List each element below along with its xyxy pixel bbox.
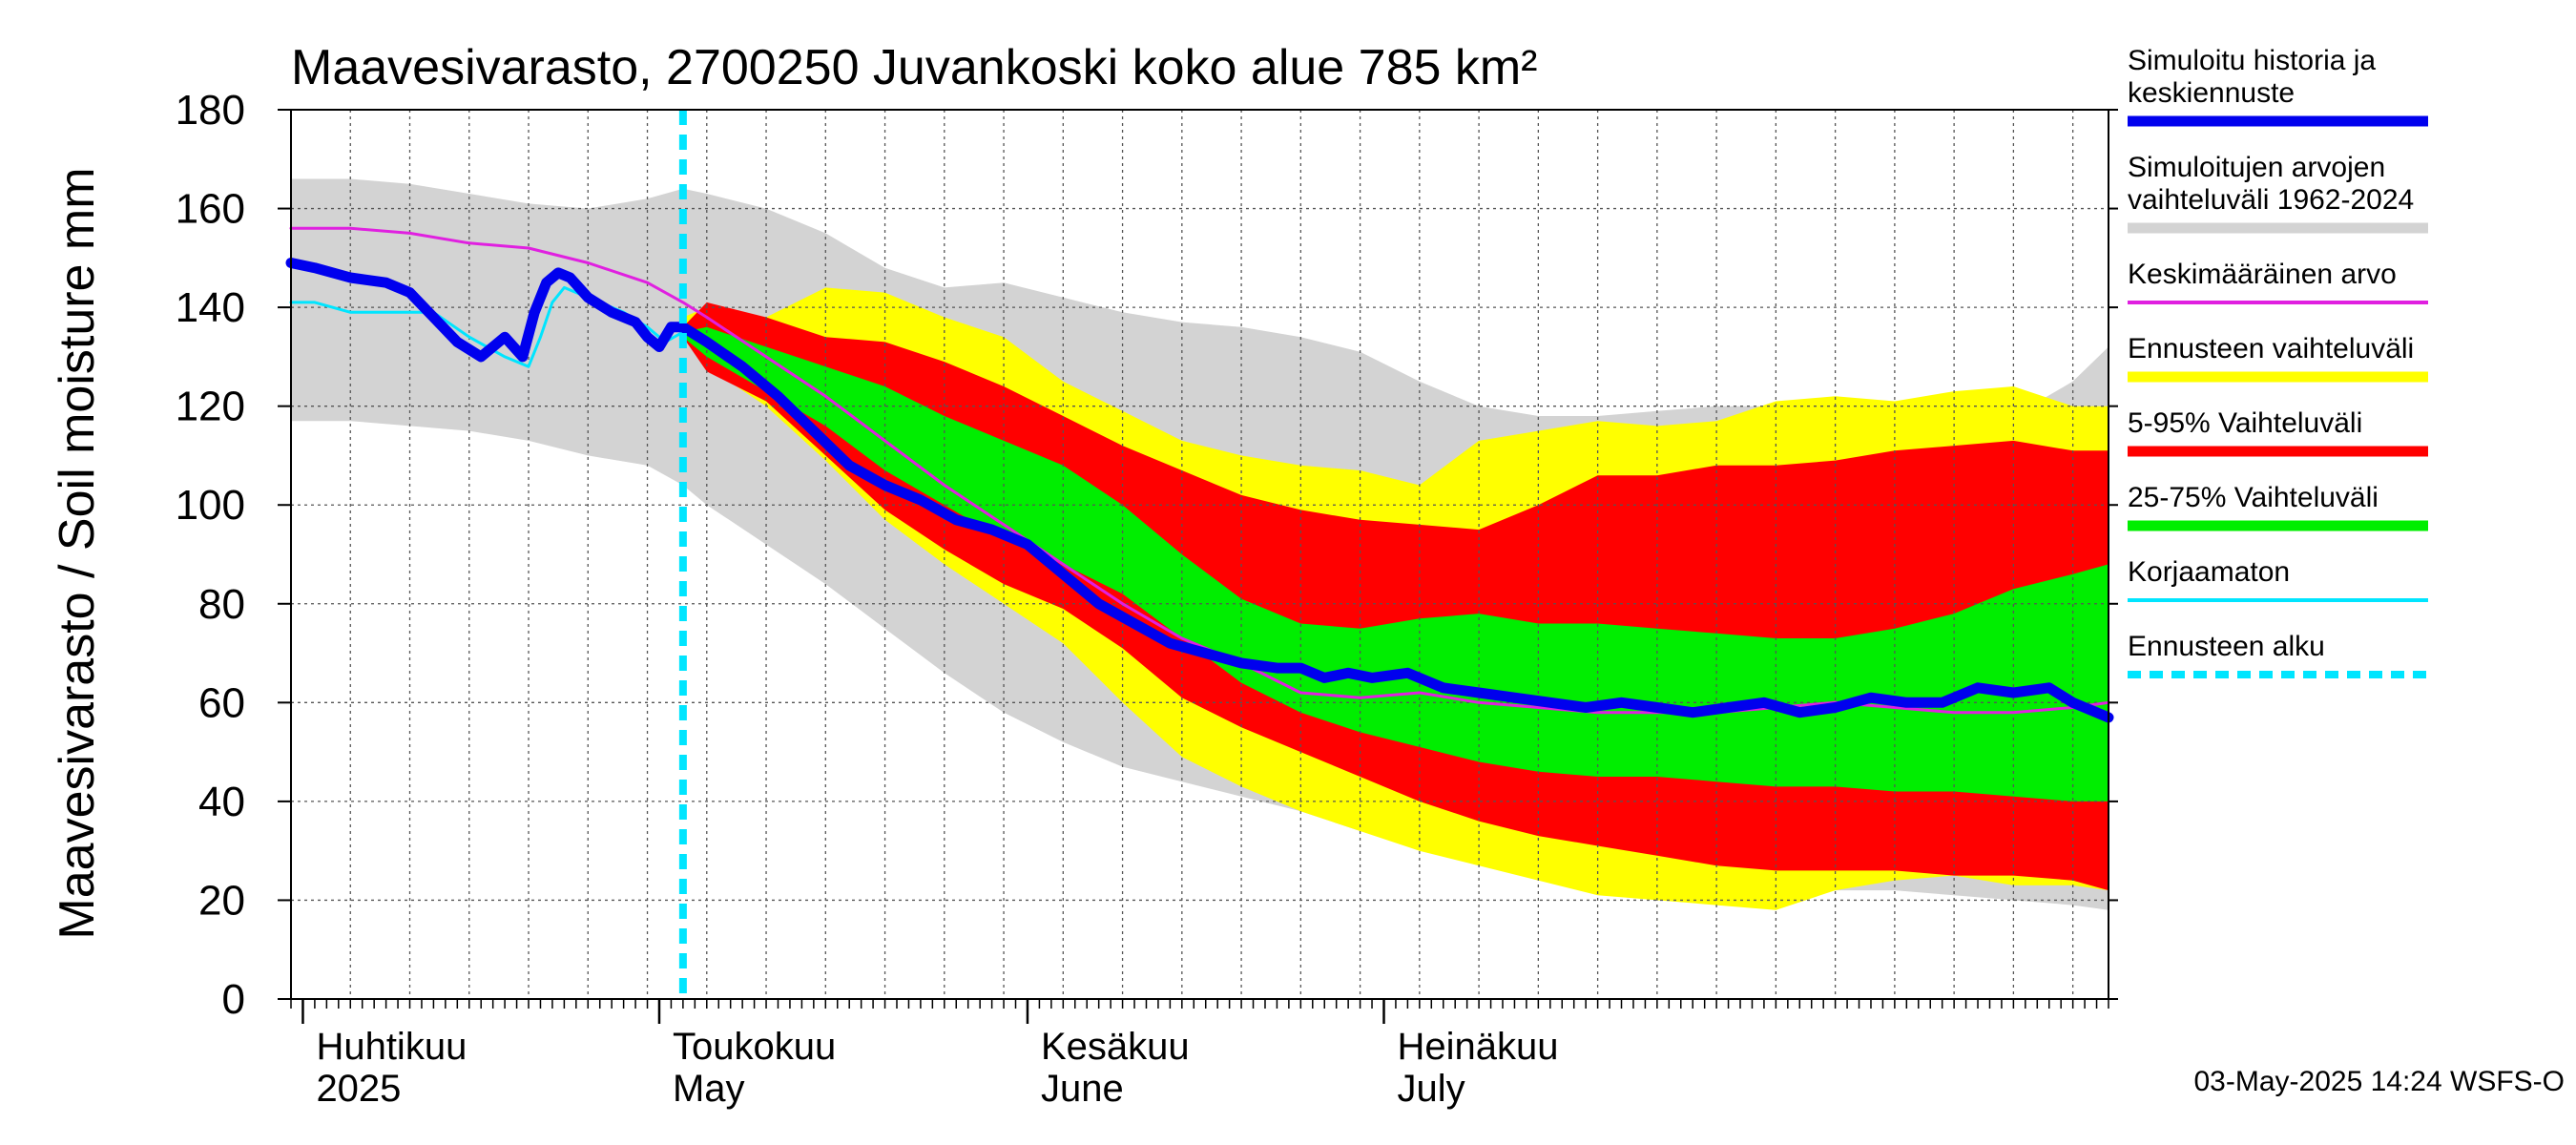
month-label-fi: Heinäkuu <box>1397 1026 1558 1068</box>
legend-label-line: 5-95% Vaihteluväli <box>2128 407 2362 439</box>
legend-label-line: Simuloitu historia ja <box>2128 45 2376 76</box>
legend-label-line: Ennusteen vaihteluväli <box>2128 333 2414 364</box>
legend-label: Korjaamaton <box>2128 556 2290 588</box>
month-label-en: June <box>1041 1068 1124 1110</box>
y-tick-labels: 0 20 40 60 80 100 120 140 160 180 <box>176 87 245 1023</box>
timestamp-label: 03-May-2025 14:24 WSFS-O <box>2194 1066 2566 1097</box>
grid-layer <box>291 110 2109 999</box>
legend-label-line: 25-75% Vaihteluväli <box>2128 482 2379 513</box>
y-tick-label: 80 <box>198 581 245 628</box>
legend-label: Simuloitujen arvojen vaihteluväli 1962-20… <box>2128 152 2414 216</box>
month-label-fi: Huhtikuu <box>316 1026 467 1068</box>
y-axis-label: Maavesivarasto / Soil moisture mm <box>50 167 105 939</box>
band-25-75-vaihteluvali <box>682 326 2109 802</box>
legend-label: Ennusteen vaihteluväli <box>2128 333 2414 364</box>
month-label-fi: Toukokuu <box>673 1026 836 1068</box>
legend-label-line: vaihteluväli 1962-2024 <box>2128 184 2414 216</box>
y-tick-label: 100 <box>176 482 245 529</box>
series-keskimaarainen-arvo <box>289 226 2110 715</box>
legend-label-line: Korjaamaton <box>2128 556 2290 588</box>
month-label-fi: Kesäkuu <box>1041 1026 1190 1068</box>
month-label-en: July <box>1397 1068 1465 1110</box>
legend-label-line: Ennusteen alku <box>2128 631 2325 662</box>
month-label-en: 2025 <box>316 1068 401 1110</box>
y-tick-label: 20 <box>198 877 245 924</box>
legend: Simuloitu historia ja keskiennusteSimuloi… <box>2128 45 2428 678</box>
legend-label: 5-95% Vaihteluväli <box>2128 407 2362 439</box>
plot-border <box>290 109 2109 1000</box>
series-simuloitu-historia-ja-keskiennuste <box>285 258 2114 723</box>
y-tick-label: 120 <box>176 384 245 430</box>
month-label-en: May <box>673 1068 745 1110</box>
legend-label-line: Simuloitujen arvojen <box>2128 152 2385 183</box>
plot-area <box>278 109 2118 1024</box>
legend-label-line: Keskimääräinen arvo <box>2128 259 2397 290</box>
y-tick-label: 180 <box>176 87 245 134</box>
legend-label: 25-75% Vaihteluväli <box>2128 482 2379 513</box>
band-layer <box>291 178 2109 910</box>
line-layer <box>285 110 2114 999</box>
y-tick-label: 140 <box>176 284 245 331</box>
chart-title: Maavesivarasto, 2700250 Juvankoski koko … <box>291 40 1538 95</box>
y-tick-label: 60 <box>198 679 245 726</box>
legend-label: Ennusteen alku <box>2128 631 2325 662</box>
y-tick-label: 160 <box>176 186 245 233</box>
axes-frame <box>278 109 2118 1024</box>
legend-label: Keskimääräinen arvo <box>2128 259 2397 290</box>
legend-label-line: keskiennuste <box>2128 77 2295 109</box>
legend-label: Simuloitu historia ja keskiennuste <box>2128 45 2376 109</box>
y-tick-label: 40 <box>198 779 245 825</box>
y-tick-label: 0 <box>222 976 245 1023</box>
